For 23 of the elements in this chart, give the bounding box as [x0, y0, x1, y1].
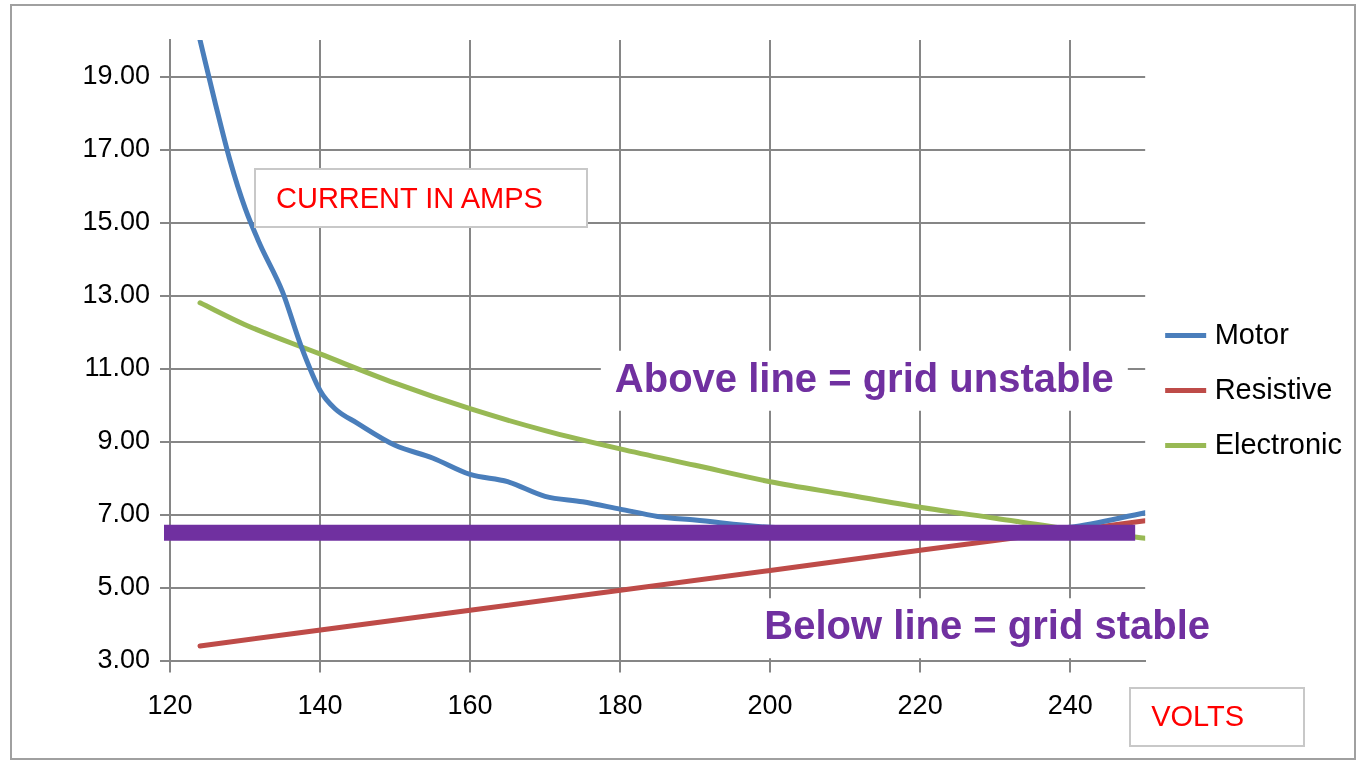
- y-tick-label: 5.00: [97, 571, 150, 602]
- x-tick-label: 240: [1047, 690, 1093, 721]
- y-tick-label: 9.00: [97, 425, 150, 456]
- x-tick-label: 200: [747, 690, 793, 721]
- legend-label: Motor: [1214, 317, 1290, 350]
- y-tick-label: 19.00: [82, 59, 150, 90]
- y-tick-label: 15.00: [82, 205, 150, 236]
- y-tick-label: 11.00: [84, 352, 150, 383]
- x-tick-label: 160: [447, 690, 493, 721]
- y-tick-label: 7.00: [97, 498, 150, 529]
- annotation: Below line = grid stable: [764, 603, 1211, 648]
- x-axis-title: VOLTS: [1129, 686, 1306, 747]
- x-tick-label: 180: [597, 690, 643, 721]
- x-tick-label: 140: [297, 690, 343, 721]
- legend-label: Resistive: [1214, 372, 1333, 405]
- legend-label: Electronic: [1214, 427, 1342, 460]
- x-tick-label: 120: [147, 690, 193, 721]
- annotation: Above line = grid unstable: [614, 355, 1114, 400]
- x-tick-label: 220: [897, 690, 943, 721]
- y-tick-label: 13.00: [82, 278, 150, 309]
- y-axis-title: CURRENT IN AMPS: [254, 168, 588, 228]
- y-tick-label: 3.00: [97, 644, 150, 675]
- y-tick-label: 17.00: [82, 132, 150, 163]
